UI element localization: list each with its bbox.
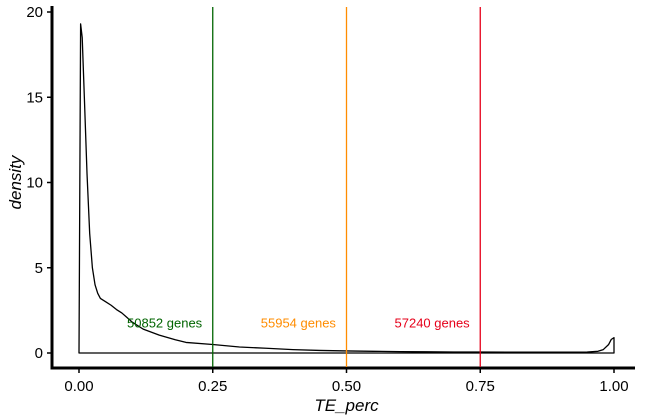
- x-tick-label: 0.75: [466, 378, 495, 395]
- y-tick-label: 0: [35, 345, 43, 362]
- y-tick-label: 10: [26, 175, 43, 192]
- y-tick-label: 20: [26, 4, 43, 21]
- vline-label: 57240 genes: [395, 315, 471, 330]
- x-tick-label: 0.00: [64, 378, 93, 395]
- x-axis-title: TE_perc: [314, 396, 379, 415]
- x-tick-label: 1.00: [599, 378, 628, 395]
- y-axis-title: density: [6, 154, 25, 209]
- y-tick-label: 5: [35, 260, 43, 277]
- axes: 0 5 10 15 20 0.00 0.25 0.50 0.75 1.00: [26, 4, 635, 395]
- plot-area: 50852 genes 55954 genes 57240 genes: [78, 7, 615, 367]
- x-tick-label: 0.25: [198, 378, 227, 395]
- x-tick-label: 0.50: [332, 378, 361, 395]
- density-curve: [78, 23, 615, 354]
- vline-label: 50852 genes: [127, 315, 203, 330]
- y-tick-label: 15: [26, 89, 43, 106]
- vline-label: 55954 genes: [261, 315, 337, 330]
